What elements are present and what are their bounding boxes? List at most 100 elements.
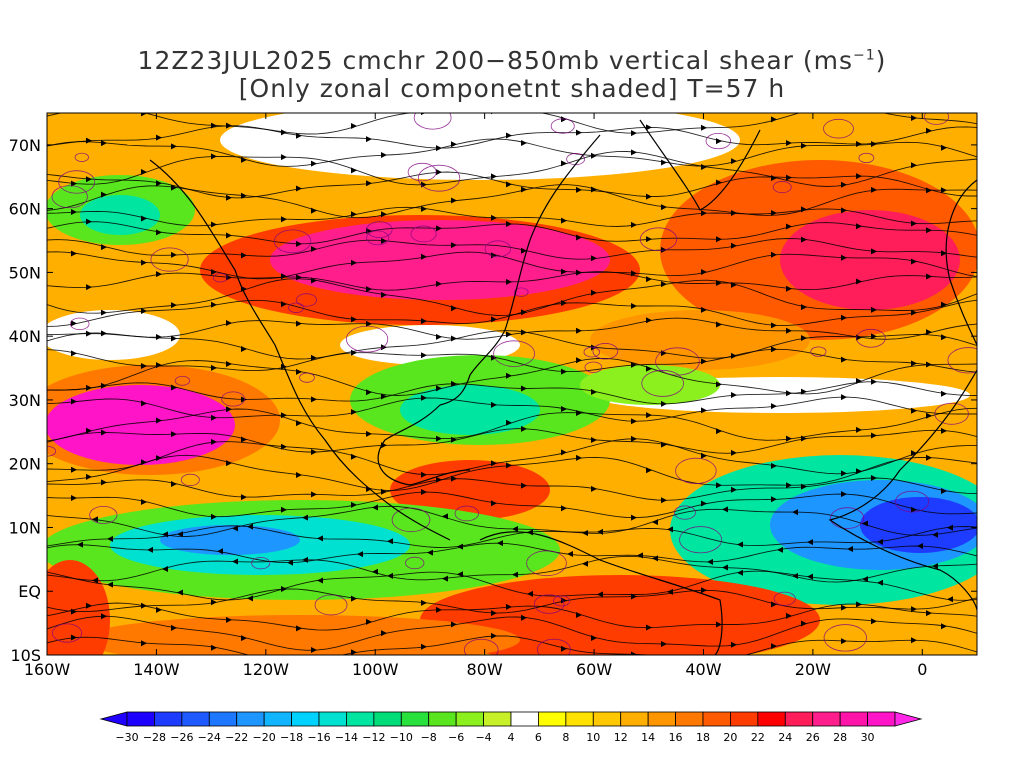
streamline-arrow: [661, 640, 667, 647]
map-plot-area: [47, 113, 977, 655]
streamline: [47, 555, 977, 583]
streamline-arrow: [771, 403, 777, 410]
streamline-arrow: [317, 535, 323, 542]
lat-tick-label: 60N: [9, 200, 41, 219]
streamline-arrow: [101, 429, 107, 436]
purple-contour: [366, 230, 390, 246]
streamline-arrow: [71, 495, 77, 502]
purple-contour: [299, 372, 315, 383]
streamline-arrow: [71, 466, 77, 473]
streamline-arrow: [101, 140, 107, 147]
streamline-arrow: [527, 529, 533, 536]
colorbar-swatch: [620, 711, 649, 727]
streamline-arrow: [436, 333, 442, 340]
streamline-arrow: [211, 414, 217, 421]
streamline-arrow: [631, 593, 637, 600]
streamline-arrow: [932, 563, 938, 570]
streamline-arrow: [421, 394, 427, 401]
streamline: [47, 570, 977, 601]
streamline-arrow: [381, 630, 387, 637]
coastline-greenland: [639, 119, 761, 211]
streamline-arrow: [211, 268, 217, 275]
streamline-arrow: [561, 505, 567, 512]
streamline-arrow: [141, 215, 147, 222]
colorbar-swatch: [483, 711, 512, 727]
colorbar-low-arrow: [99, 711, 128, 727]
colorbar-swatch: [373, 711, 402, 727]
streamline: [47, 525, 977, 548]
streamline-arrow: [387, 538, 393, 545]
colorbar-label: −28: [143, 731, 166, 744]
title-suffix: ): [875, 46, 887, 75]
streamline-arrow: [877, 538, 883, 545]
colorbar-swatch: [400, 711, 430, 727]
streamline-arrow: [351, 349, 357, 356]
streamline-arrow: [351, 316, 357, 323]
lon-tick-label: 40W: [685, 660, 721, 679]
streamline-arrow: [701, 358, 707, 365]
colorbar-swatch: [236, 711, 265, 727]
colorbar-label: 16: [669, 731, 683, 744]
streamline-arrow: [631, 221, 637, 228]
streamline-arrow: [576, 357, 582, 364]
streamline-arrow: [311, 396, 317, 403]
streamline-arrow: [92, 516, 98, 523]
streamline-arrow: [667, 526, 673, 533]
streamline-arrow: [372, 504, 378, 511]
lon-tick-label: 140W: [133, 660, 180, 679]
streamline: [47, 542, 977, 564]
streamline-arrow: [631, 361, 637, 368]
streamline-arrow: [247, 595, 253, 602]
shear-weak-ne-pacific: [47, 310, 180, 360]
coastline-north-america-west: [149, 159, 451, 541]
streamline-arrow: [177, 589, 183, 596]
streamline: [47, 251, 977, 280]
streamline-arrow: [442, 575, 448, 582]
colorbar-label: −26: [170, 731, 193, 744]
streamline-arrow: [107, 581, 113, 588]
streamline-arrow: [941, 427, 947, 434]
purple-contour: [407, 162, 437, 182]
streamline-arrow: [211, 513, 217, 520]
colorbar-swatch: [730, 711, 759, 727]
title-prefix: 12Z23JUL2025 cmchr 200−850mb vertical sh…: [137, 46, 854, 75]
streamline-arrow: [786, 174, 792, 181]
streamline-arrow: [451, 621, 457, 628]
streamline-arrow: [576, 409, 582, 416]
streamline-arrow: [786, 612, 792, 619]
streamline-arrow: [941, 488, 947, 495]
streamline-arrow: [156, 134, 162, 141]
streamline-arrow: [491, 173, 497, 180]
streamline-arrow: [77, 541, 83, 548]
purple-contour: [180, 473, 200, 486]
colorbar-high-arrow: [894, 711, 923, 727]
streamline-arrow: [226, 406, 232, 413]
streamline-arrow: [856, 426, 862, 433]
streamline-arrow: [947, 596, 953, 603]
purple-contour: [251, 557, 271, 570]
purple-contour: [536, 638, 571, 655]
streamline-arrow: [366, 389, 372, 396]
lat-tick-label: 10S: [10, 646, 41, 665]
streamline-arrow: [856, 173, 862, 180]
streamline-arrow: [591, 436, 597, 443]
streamline-arrow: [156, 334, 162, 341]
streamline-arrow: [491, 500, 497, 507]
streamline-arrow: [156, 454, 162, 461]
streamline-arrow: [101, 382, 107, 389]
streamline-arrow: [716, 179, 722, 186]
purple-contour: [273, 229, 312, 254]
streamline-arrow: [247, 523, 253, 530]
streamline-arrow: [646, 365, 652, 372]
purple-contour: [417, 164, 461, 192]
streamline-arrow: [661, 497, 667, 504]
streamline-arrow: [771, 346, 777, 353]
streamline-arrow: [646, 236, 652, 243]
streamline-arrow: [107, 535, 113, 542]
streamline-arrow: [771, 496, 777, 503]
streamline-arrow: [156, 180, 162, 187]
streamline-arrow: [926, 610, 932, 617]
streamline-arrow: [926, 361, 932, 368]
purple-contour: [679, 526, 723, 554]
lon-tick-label: 80W: [467, 660, 503, 679]
